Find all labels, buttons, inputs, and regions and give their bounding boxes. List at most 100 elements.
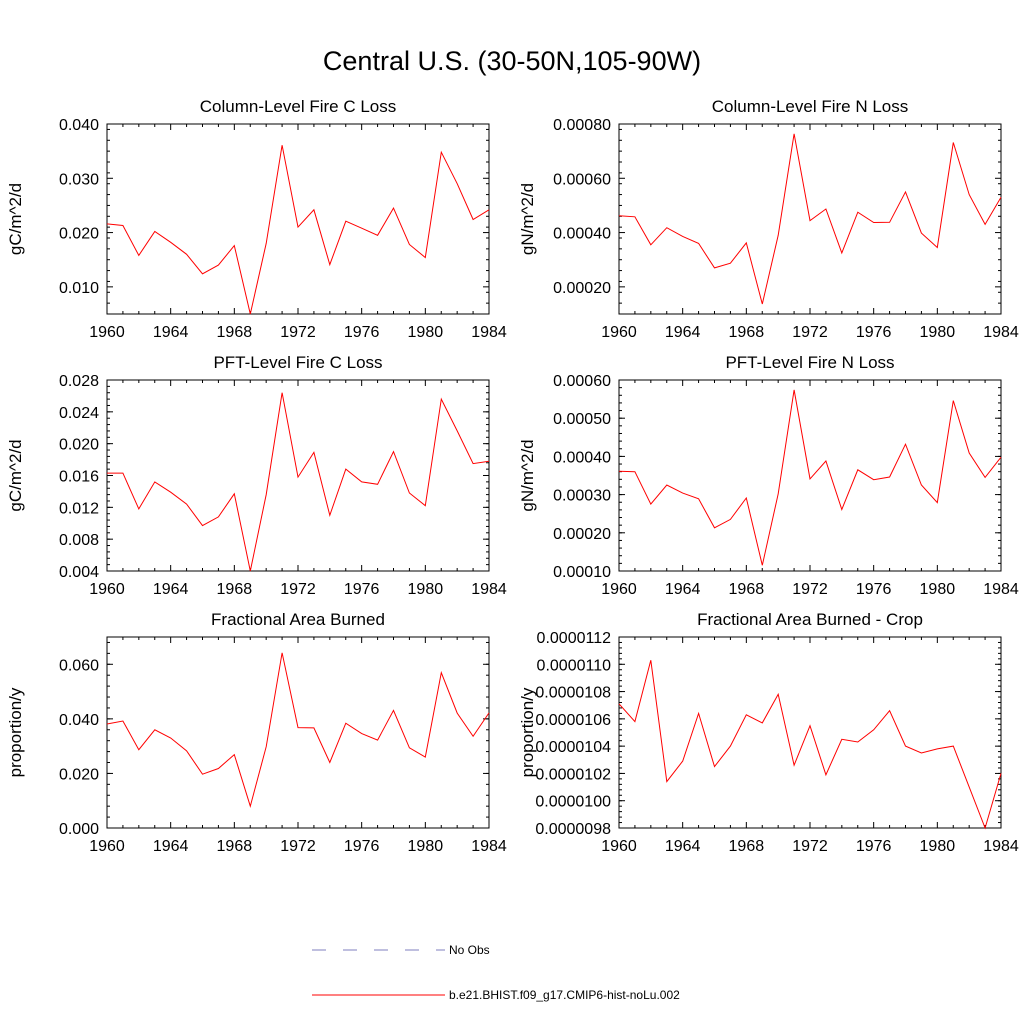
x-tick-label: 1980 [408, 581, 444, 598]
y-tick-label: 0.060 [59, 657, 99, 674]
x-tick-label: 1964 [665, 581, 701, 598]
x-tick-label: 1980 [920, 838, 956, 855]
data-point [457, 430, 458, 431]
y-tick-label: 0.040 [59, 117, 99, 134]
data-point [937, 748, 938, 749]
data-point [666, 781, 667, 782]
data-point [921, 484, 922, 485]
data-point [889, 476, 890, 477]
data-point [122, 225, 123, 226]
data-point [730, 263, 731, 264]
data-point [857, 469, 858, 470]
data-point [457, 183, 458, 184]
data-point [345, 469, 346, 470]
panel-title: Fractional Area Burned - Crop [697, 610, 923, 629]
data-point [698, 713, 699, 714]
data-point [488, 209, 489, 210]
data-point [202, 774, 203, 775]
data-point [393, 451, 394, 452]
data-point [425, 505, 426, 506]
data-point [361, 228, 362, 229]
data-point [634, 471, 635, 472]
data-point [984, 224, 985, 225]
data-point [329, 515, 330, 516]
x-tick-label: 1960 [601, 324, 637, 341]
x-tick-label: 1976 [856, 581, 892, 598]
data-point [730, 519, 731, 520]
data-point [234, 754, 235, 755]
x-tick-label: 1972 [280, 324, 316, 341]
y-tick-label: 0.00030 [553, 488, 611, 505]
x-tick-label: 1960 [601, 838, 637, 855]
data-point [138, 255, 139, 256]
data-point [618, 471, 619, 472]
chart-panel: 1960 1964 1968 1972 1976 1980 1984 0.004 0.008 0.… [6, 353, 507, 598]
y-tick-label: 0.00080 [553, 117, 611, 134]
data-point [634, 721, 635, 722]
panel-title: Column-Level Fire C Loss [200, 97, 397, 116]
x-tick-label: 1972 [280, 581, 316, 598]
data-point [377, 235, 378, 236]
plot-frame [618, 379, 1002, 572]
data-point [809, 220, 810, 221]
y-tick-label: 0.0000110 [537, 657, 612, 674]
x-tick-label: 1980 [408, 324, 444, 341]
data-point [297, 727, 298, 728]
plot-frame [106, 636, 490, 829]
data-point [441, 399, 442, 400]
data-point [825, 208, 826, 209]
data-point [361, 481, 362, 482]
data-point [873, 222, 874, 223]
data-point [921, 752, 922, 753]
x-tick-label: 1976 [344, 838, 380, 855]
y-axis-label: gC/m^2/d [6, 183, 25, 255]
y-axis-label: gN/m^2/d [518, 183, 537, 255]
data-point [841, 509, 842, 510]
data-point [186, 504, 187, 505]
chart-panel: 1960 1964 1968 1972 1976 1980 1984 0.00010 0.000… [518, 353, 1019, 598]
y-tick-label: 0.016 [59, 469, 99, 486]
series-line [106, 145, 490, 315]
legend: No Obs b.e21.BHIST.f09_g17.CMIP6-hist-noL… [312, 943, 680, 1002]
data-point [921, 233, 922, 234]
data-point [425, 257, 426, 258]
data-point [218, 768, 219, 769]
data-point [313, 452, 314, 453]
data-point [472, 463, 473, 464]
y-tick-label: 0.010 [59, 280, 99, 297]
data-point [809, 725, 810, 726]
y-tick-label: 0.0000100 [535, 794, 611, 811]
data-point [425, 756, 426, 757]
data-point [329, 264, 330, 265]
data-point [441, 152, 442, 153]
data-point [250, 313, 251, 314]
x-tick-label: 1976 [856, 838, 892, 855]
data-point [682, 492, 683, 493]
data-point [266, 494, 267, 495]
data-point [250, 806, 251, 807]
x-tick-label: 1972 [792, 838, 828, 855]
data-point [218, 265, 219, 266]
x-tick-label: 1984 [471, 581, 507, 598]
data-point [984, 827, 985, 828]
chart-panel: 1960 1964 1968 1972 1976 1980 1984 0.000 0.020 0.… [6, 610, 507, 855]
data-point [905, 746, 906, 747]
y-tick-label: 0.020 [59, 766, 99, 783]
y-axis-label: proportion/y [6, 687, 25, 777]
data-point [714, 527, 715, 528]
data-point [377, 484, 378, 485]
x-tick-label: 1972 [792, 581, 828, 598]
x-tick-label: 1964 [153, 581, 189, 598]
data-point [746, 242, 747, 243]
x-tick-label: 1972 [792, 324, 828, 341]
data-point [345, 221, 346, 222]
y-tick-label: 0.008 [59, 532, 99, 549]
legend-label-no-obs: No Obs [449, 943, 490, 957]
data-point [905, 444, 906, 445]
data-point [441, 672, 442, 673]
data-point [793, 133, 794, 134]
data-point [682, 236, 683, 237]
chart-panel: 1960 1964 1968 1972 1976 1980 1984 0.0000098 0.0… [518, 610, 1019, 855]
data-point [809, 478, 810, 479]
data-point [937, 247, 938, 248]
